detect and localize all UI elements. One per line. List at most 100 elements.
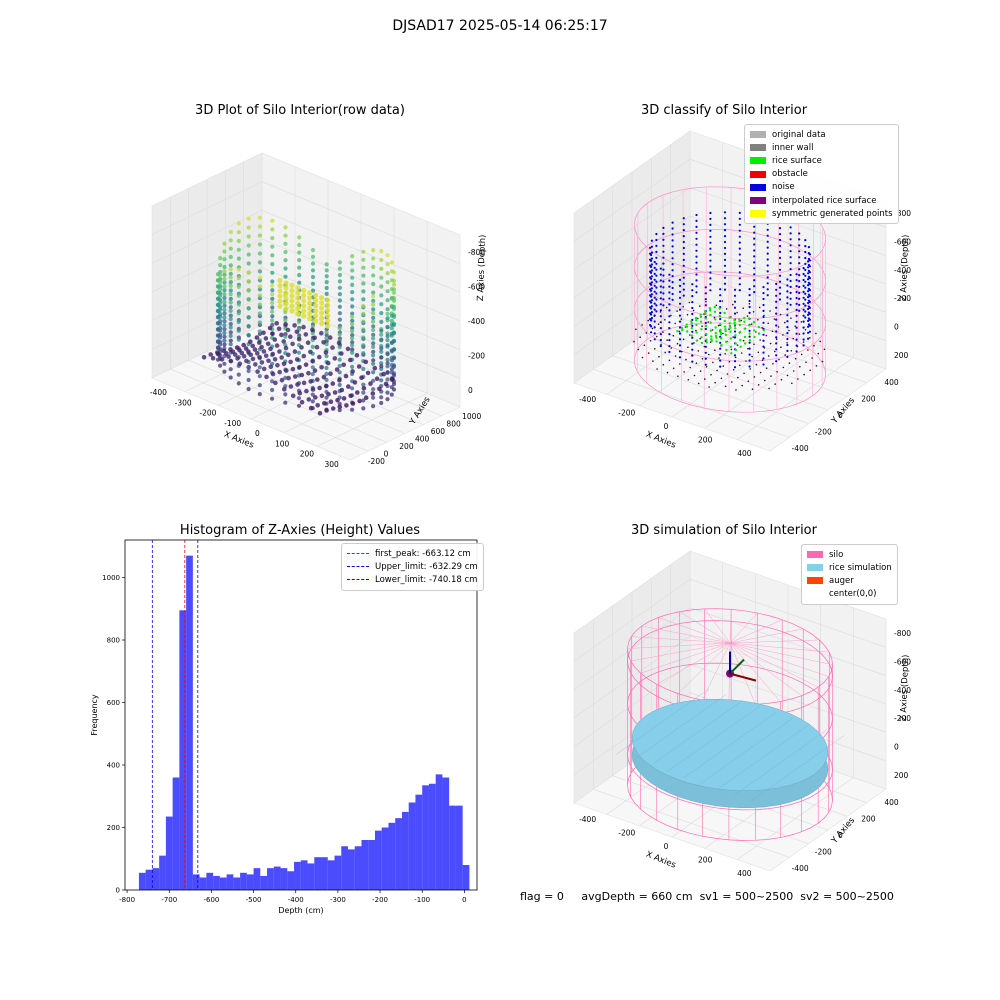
raw-point (283, 266, 288, 271)
legend-entry: Upper_limit: -632.29 cm (347, 560, 478, 573)
raw-point (379, 346, 384, 351)
x-tick-label: -100 (414, 896, 430, 904)
rice-point (705, 332, 708, 336)
noise-point (766, 234, 769, 237)
silo-roof-line (627, 642, 731, 649)
raw-point (307, 295, 313, 301)
interp-point (759, 371, 762, 374)
raw-point (263, 336, 269, 341)
rice-point (738, 318, 741, 321)
noise-point (802, 326, 805, 329)
raw-point (270, 322, 275, 327)
raw-point (350, 282, 355, 287)
raw-point (228, 313, 233, 318)
interp-point (676, 310, 678, 312)
raw-point (222, 342, 227, 347)
raw-point (270, 331, 275, 337)
raw-point (371, 264, 376, 270)
silo-roof-line (729, 642, 833, 665)
raw-point (284, 368, 289, 373)
noise-point (762, 345, 765, 348)
interp-point (674, 355, 677, 357)
raw-point (301, 292, 307, 299)
raw-point (218, 293, 223, 299)
noise-point (695, 291, 698, 294)
raw-point (270, 218, 275, 223)
raw-point (371, 273, 376, 278)
noise-point (662, 280, 665, 283)
noise-point (682, 282, 685, 285)
noise-point (798, 256, 801, 259)
x-tick-label: -200 (372, 896, 388, 904)
raw-point (295, 295, 301, 301)
raw-point (379, 395, 384, 400)
raw-point (361, 257, 366, 262)
histogram-bar (368, 840, 375, 890)
simulation-legend: silo rice simulation auger center(0,0) (801, 544, 898, 605)
raw-point (317, 385, 322, 391)
raw-point (385, 325, 390, 330)
raw-point (270, 283, 275, 288)
noise-point (778, 286, 782, 289)
noise-point (671, 227, 674, 230)
noise-point (682, 264, 685, 267)
raw-y-tick: -200 (368, 457, 385, 466)
rice-point (739, 339, 742, 342)
noise-point (691, 348, 694, 351)
raw-point (371, 341, 376, 346)
raw-point (279, 377, 285, 383)
histogram-bar (462, 865, 470, 890)
histogram-bar (300, 860, 308, 890)
interp-point (639, 336, 641, 339)
raw-point (371, 302, 376, 307)
raw-point (310, 254, 316, 259)
histogram-bar (213, 875, 220, 890)
silo-roof-line (729, 642, 802, 696)
interp-point (751, 388, 754, 391)
histogram-bar (428, 783, 436, 890)
interp-point (769, 342, 772, 345)
raw-point (371, 395, 376, 400)
raw-point (257, 284, 262, 289)
raw-point (292, 374, 298, 379)
histogram-bar (199, 877, 207, 890)
histogram-bar (334, 855, 342, 891)
raw-point (371, 404, 376, 409)
raw-point (334, 367, 340, 372)
interp-point (666, 371, 669, 374)
interp-point (798, 333, 801, 335)
noise-point (719, 365, 722, 368)
raw-point (257, 233, 262, 238)
noise-point (723, 223, 727, 226)
raw-point (324, 268, 329, 273)
histogram-bar (165, 816, 173, 890)
raw-point (337, 382, 342, 387)
raw-point (266, 358, 271, 364)
noise-point (762, 315, 765, 318)
noise-point (798, 250, 801, 253)
interp-point (765, 367, 768, 370)
noise-point (659, 327, 662, 330)
raw-point (217, 353, 222, 358)
noise-point (668, 291, 671, 294)
interp-point (735, 389, 737, 391)
histogram-bar (388, 822, 396, 890)
noise-point (668, 303, 671, 306)
raw-point (270, 351, 276, 357)
raw-point (246, 315, 251, 320)
noise-point (650, 295, 653, 298)
raw-point (228, 308, 233, 313)
rice-point (743, 316, 746, 320)
raw-point (228, 238, 233, 243)
interp-point (732, 368, 735, 371)
noise-point (807, 266, 810, 269)
raw-point (257, 320, 262, 325)
interp-point (695, 362, 698, 365)
noise-point (653, 260, 656, 264)
noise-point (709, 271, 712, 274)
raw-point (218, 363, 223, 368)
raw-point (222, 307, 227, 312)
noise-point (789, 291, 792, 294)
interp-point (745, 360, 747, 362)
rice-point (729, 345, 733, 348)
